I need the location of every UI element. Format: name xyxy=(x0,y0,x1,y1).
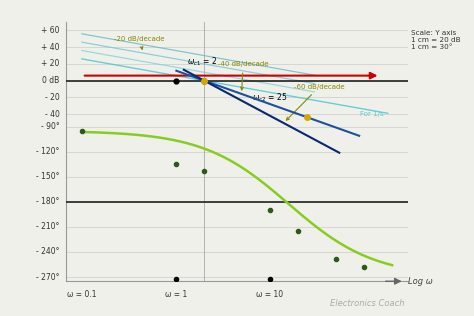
Text: $\omega_{c2}$ = 25: $\omega_{c2}$ = 25 xyxy=(252,92,288,104)
Text: -40 dB/decade: -40 dB/decade xyxy=(218,61,268,90)
Text: Electronics Coach: Electronics Coach xyxy=(330,299,404,308)
Text: + 40: + 40 xyxy=(41,43,60,52)
Text: Log ω: Log ω xyxy=(408,277,432,286)
Text: - 120°: - 120° xyxy=(36,147,60,156)
Text: - 150°: - 150° xyxy=(36,172,60,181)
Text: 0 dB: 0 dB xyxy=(42,76,60,85)
Text: Scale: Y axis
1 cm = 20 dB
1 cm = 30°: Scale: Y axis 1 cm = 20 dB 1 cm = 30° xyxy=(411,30,461,50)
Text: - 20: - 20 xyxy=(45,93,60,102)
Text: - 210°: - 210° xyxy=(36,222,60,231)
Text: + 20: + 20 xyxy=(41,59,60,68)
Text: -20 dB/decade: -20 dB/decade xyxy=(114,35,164,49)
Text: - 90°: - 90° xyxy=(41,122,60,131)
Text: ω = 1: ω = 1 xyxy=(165,290,187,300)
Text: - 270°: - 270° xyxy=(36,273,60,282)
Text: - 240°: - 240° xyxy=(36,247,60,257)
Text: For 1/s: For 1/s xyxy=(360,111,383,117)
Text: - 40: - 40 xyxy=(45,110,60,118)
Text: ω = 0.1: ω = 0.1 xyxy=(67,290,97,300)
Text: + 60: + 60 xyxy=(41,26,60,35)
Text: $\omega_{c1}$ = 2: $\omega_{c1}$ = 2 xyxy=(187,56,217,68)
Text: ω = 10: ω = 10 xyxy=(256,290,283,300)
Text: -60 dB/decade: -60 dB/decade xyxy=(286,84,345,120)
Text: - 180°: - 180° xyxy=(36,197,60,206)
